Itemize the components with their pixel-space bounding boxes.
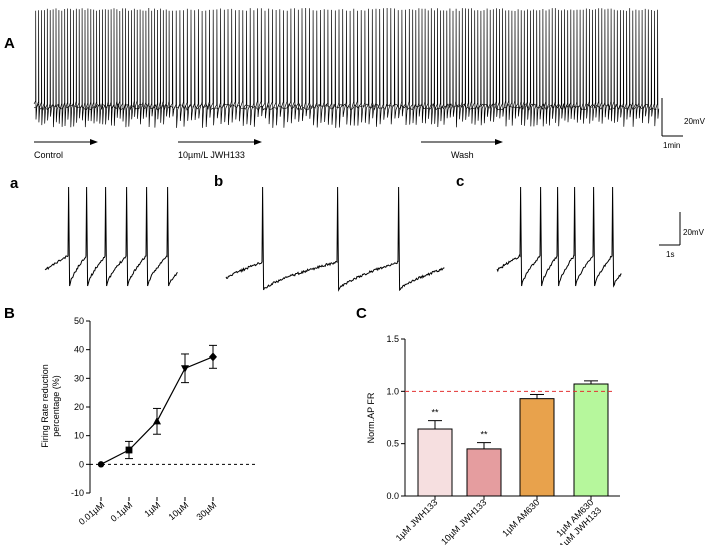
chart-c-x-tick-label: 10µM JWH133 [439, 497, 488, 545]
bottom-scale-voltage: 20mV [683, 228, 705, 237]
chart-c-x-tick-label: 1µM AM630 [500, 497, 541, 538]
wash-arrow [421, 139, 503, 145]
chart-b-point [181, 365, 189, 373]
chart-b-x-tick-label: 30µM [194, 500, 218, 522]
bottom-scale-bar [659, 212, 681, 246]
chart-c-bar [573, 383, 609, 497]
chart-b-point [97, 461, 105, 468]
wash-label: Wash [451, 150, 474, 160]
panel-label-a: a [10, 175, 19, 192]
control-arrow [34, 139, 98, 145]
top-scale-bar [661, 98, 683, 137]
panel-label-C: C [356, 305, 367, 322]
chart-c-y-label: Norm.AP FR [366, 392, 376, 443]
top-scale-voltage: 20mV [684, 117, 706, 126]
control-label: Control [34, 150, 63, 160]
chart-c-bar [417, 428, 453, 497]
chart-c-x-tick-label: 1µM AM6301µM JWH133 [550, 497, 604, 545]
chart-c-bar [519, 398, 555, 497]
chart-dose-response: -10 0 10 20 30 40 50 Firing Rate reductionperce… [40, 316, 258, 527]
chart-c-error-bar [477, 442, 491, 449]
chart-c-significance: ** [480, 430, 488, 440]
jwh133-label: 10µm/L JWH133 [178, 150, 245, 160]
long-trace-noise [33, 102, 657, 111]
chart-c-y-tick-label: 1.0 [386, 386, 399, 396]
chart-b-x-tick-label: 10µM [166, 500, 190, 522]
jwh133-trace-zoom [225, 186, 445, 292]
chart-b-point [125, 446, 133, 454]
chart-c-error-bar [530, 393, 544, 399]
chart-b-y-tick-label: 20 [74, 402, 84, 412]
chart-normalized-firing: 0.0 0.5 1.0 1.5 Norm.AP FR ** 1µM JWH133 ** 10µM… [366, 334, 620, 545]
panel-label-A: A [4, 35, 15, 52]
long-membrane-trace [33, 7, 660, 128]
chart-c-bar [466, 448, 502, 497]
chart-b-y-tick-label: 0 [79, 459, 84, 469]
chart-b-y-tick-label: 10 [74, 431, 84, 441]
bottom-scale-time: 1s [666, 250, 674, 259]
chart-c-y-tick-label: 1.5 [386, 334, 399, 344]
chart-c-error-bar [584, 380, 598, 385]
chart-b-y-label: Firing Rate reductionpercentage (%) [40, 364, 61, 448]
chart-b-x-tick-label: 1µM [142, 500, 162, 519]
chart-b-x-tick-label: 0.1µM [109, 500, 135, 524]
chart-b-x-tick-label: 0.01µM [77, 500, 107, 527]
chart-b-y-tick-label: 30 [74, 373, 84, 383]
chart-c-significance: ** [431, 408, 439, 418]
long-trace-path [33, 7, 660, 128]
chart-b-point [153, 416, 161, 425]
wash-trace-zoom [496, 186, 622, 288]
panel-label-b: b [214, 173, 223, 190]
panel-label-B: B [4, 305, 15, 322]
panel-label-c: c [456, 173, 464, 190]
jwh133-arrow [178, 139, 262, 145]
chart-c-y-tick-label: 0.0 [386, 491, 399, 501]
chart-b-point [209, 352, 217, 362]
chart-b-y-tick-label: -10 [71, 488, 84, 498]
chart-b-y-tick-label: 50 [74, 316, 84, 326]
top-scale-time: 1min [663, 141, 680, 150]
chart-b-y-tick-label: 40 [74, 345, 84, 355]
chart-c-x-tick-label: 1µM JWH133 [394, 497, 440, 543]
chart-c-y-tick-label: 0.5 [386, 439, 399, 449]
chart-c-error-bar [428, 420, 442, 430]
control-trace-zoom [44, 186, 178, 287]
